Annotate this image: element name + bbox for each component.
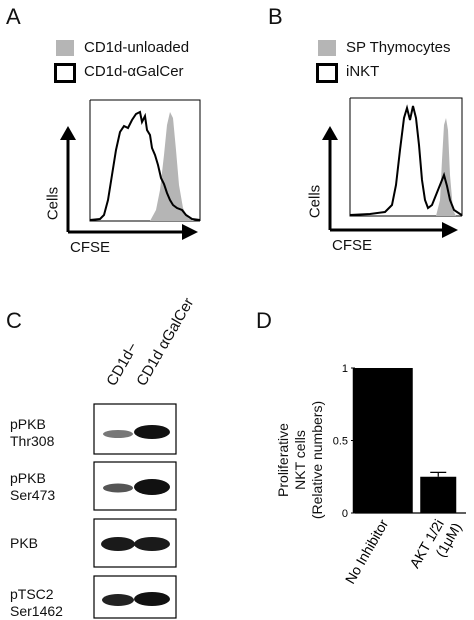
panel-d-letter: D	[256, 308, 272, 333]
bar-2	[420, 476, 457, 513]
panel-a-galcer-histogram	[89, 110, 201, 221]
y-tick-label: 0	[342, 508, 348, 520]
panel-c-letter: C	[6, 308, 22, 333]
panel-a-legend-label-2: CD1d-αGalCer	[84, 63, 184, 80]
blot-label-line2: Thr308	[10, 433, 55, 449]
blot-label-line1: PKB	[10, 535, 39, 551]
panel-b-legend-label-1: SP Thymocytes	[346, 39, 451, 56]
panel-b-plot-frame	[349, 97, 463, 217]
panel-b-inkt-histogram	[349, 104, 463, 216]
panel-b-sp-histogram	[436, 118, 456, 216]
blot-label-line1: pPKB	[10, 416, 46, 432]
panel-a-legend-swatch-gray	[56, 40, 74, 56]
x-category-label-line: No Inhibitor	[342, 516, 392, 586]
blot-label-pthr308: pPKB Thr308	[10, 416, 54, 450]
blot-label-pser473: pPKB Ser473	[10, 470, 55, 504]
y-tick-label: 0.5	[333, 436, 348, 448]
blot-label-line1: pTSC2	[10, 586, 54, 602]
blot-label-line2: Ser1462	[10, 603, 63, 619]
panel-b-letter: B	[268, 4, 283, 29]
blot-label-line2: Ser473	[10, 487, 56, 503]
panel-a-legend-swatch-outline	[54, 63, 76, 83]
panel-a-x-label: CFSE	[70, 239, 111, 256]
panel-a-legend-label-1: CD1d-unloaded	[84, 39, 190, 56]
panel-b-x-label: CFSE	[332, 237, 373, 254]
panel-b-legend-swatch-outline	[316, 63, 338, 83]
blot-label-pkb: PKB	[10, 535, 38, 552]
blot-label-ptsc2: pTSC2 Ser1462	[10, 586, 63, 620]
x-category-label-1: No Inhibitor	[342, 516, 392, 586]
panel-b-legend-swatch-gray	[318, 40, 336, 56]
panel-b-legend-label-2: iNKT	[346, 63, 380, 80]
blot-label-line1: pPKB	[10, 470, 46, 486]
panel-a-letter: A	[6, 4, 21, 29]
y-tick-label: 1	[342, 363, 348, 375]
x-category-label-2: AKT 1/2i(1μM)	[406, 511, 464, 579]
panel-a-unloaded-histogram	[150, 112, 194, 221]
bar-1	[352, 368, 413, 513]
